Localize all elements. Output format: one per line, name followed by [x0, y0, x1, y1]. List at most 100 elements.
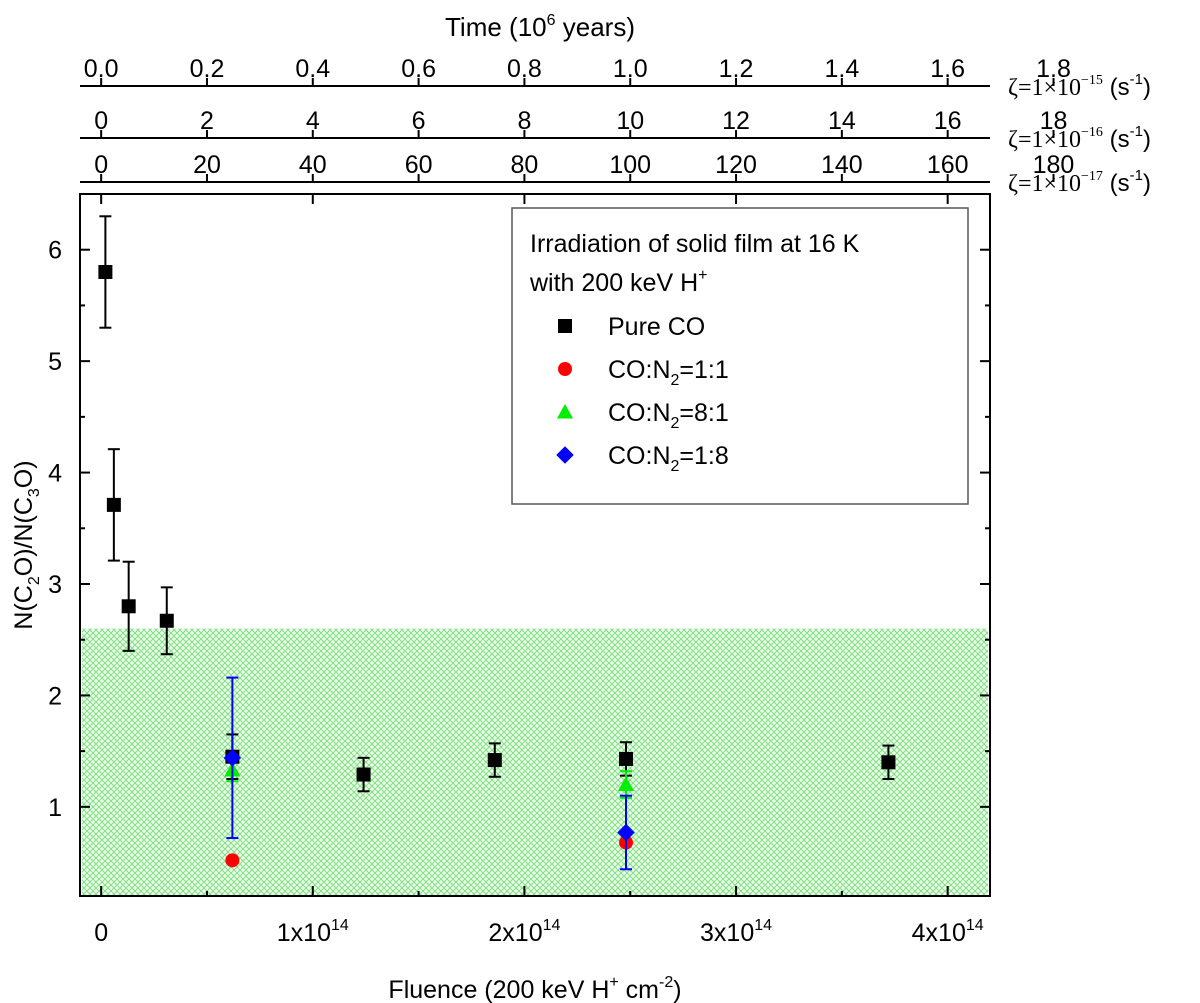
legend-entry-pre: CO:N [608, 442, 671, 470]
time-axis-title-text: Time (10 [445, 12, 547, 42]
x-tick-mantissa: 4x10 [912, 919, 966, 947]
top-axes-layer: Time (106 years)0.0 0.2 0.4 0.6 0.8 1.0 1.2 1.4… [80, 12, 1151, 197]
legend-marker [558, 319, 572, 333]
x-tick-exponent: 14 [331, 917, 349, 934]
legend-title-line2: with 200 keV H+ [529, 267, 707, 297]
zeta-label-exp: −15 [1081, 73, 1103, 88]
time-axis-tick-label: 180 [1033, 151, 1075, 179]
zeta-label-space [1103, 170, 1110, 197]
legend-marker [556, 403, 574, 419]
data-point [356, 767, 371, 782]
legend-entry-pre: Pure CO [608, 313, 705, 341]
zeta-label-unit: (s [1110, 170, 1130, 197]
time-axis-tick-label: 0 [94, 151, 108, 179]
x-tick-mantissa: 0 [94, 919, 108, 947]
time-axis-tick-label: 1.6 [930, 55, 965, 83]
time-axis-tick-label: 100 [609, 151, 651, 179]
data-layer [98, 215, 896, 871]
zeta-label-pre: ζ=1×10 [1008, 171, 1081, 197]
x-tick-exponent: 14 [754, 917, 772, 934]
zeta-label-pre: ζ=1×10 [1008, 127, 1081, 153]
time-axis-tick-label: 0.8 [507, 55, 542, 83]
legend-entry-sub: 2 [671, 372, 680, 389]
plot-frame [79, 193, 991, 897]
time-axis-tick-label: 1.2 [719, 55, 754, 83]
zeta-label: ζ=1×10−16 (s-1) [1008, 123, 1151, 153]
legend-marker [556, 446, 574, 464]
legend-entry: CO:N2=8:1 [608, 399, 729, 432]
data-point [159, 613, 174, 628]
x-tick-label: 4x1014 [912, 917, 984, 947]
legend-entry-post: =1:1 [679, 356, 728, 384]
y-tick-label: 1 [48, 794, 62, 822]
shaded-band [82, 628, 988, 896]
time-axis-tick-label: 140 [821, 151, 863, 179]
time-axis-tick-label: 0 [94, 107, 108, 135]
legend-entry: CO:N2=1:8 [608, 442, 729, 475]
zeta-label-unit-sup: -1 [1130, 167, 1143, 184]
zeta-label-unit-sup: -1 [1130, 71, 1143, 88]
data-point [617, 776, 635, 792]
time-axis-tick-label: 0.2 [190, 55, 225, 83]
data-point [98, 265, 113, 279]
data-point [106, 497, 121, 512]
legend-entry-pre: CO:N [608, 356, 671, 384]
zeta-label-unit: (s [1110, 74, 1130, 101]
time-axis-tick-label: 40 [299, 151, 327, 179]
shaded-band-layer [82, 628, 988, 896]
x-axis-label-sup2: -2 [659, 974, 673, 991]
time-axis-tick-label: 80 [511, 151, 539, 179]
data-point [487, 753, 502, 768]
legend-title-line2-text: with 200 keV H [529, 269, 698, 297]
data-point [223, 749, 242, 767]
legend-entry: CO:N2=1:1 [608, 356, 729, 389]
data-point [619, 751, 633, 766]
zeta-label-exp: −16 [1081, 125, 1103, 140]
time-axis-tick-label: 120 [715, 151, 757, 179]
legend-title-line2-sup: + [698, 267, 707, 284]
y-tick-label: 5 [48, 348, 62, 376]
y-axis-label-pre: N(C [10, 585, 38, 629]
time-axis-title-post: years) [556, 12, 635, 42]
time-axis-tick-label: 1.0 [613, 55, 648, 83]
x-tick-mantissa: 1x10 [277, 919, 331, 947]
x-axis-label-sup: + [609, 974, 618, 991]
legend-marker [558, 362, 572, 376]
zeta-label-space [1103, 74, 1110, 101]
zeta-label: ζ=1×10−15 (s-1) [1008, 71, 1151, 101]
zeta-label-unit-close: ) [1143, 170, 1151, 197]
time-axis-tick-label: 20 [193, 151, 221, 179]
y-axis-label-sub2: 3 [26, 488, 43, 497]
time-axis-title: Time (106 years) [445, 12, 635, 42]
series-diamond [223, 676, 635, 871]
zeta-label-space [1103, 126, 1110, 153]
y-axis-label-mid: O)/N(C [10, 497, 38, 576]
time-axis-tick-label: 12 [722, 107, 750, 135]
x-axis-label: Fluence (200 keV H+ cm-2) [388, 974, 681, 1003]
data-point [225, 853, 240, 868]
legend-entry-post: =1:8 [679, 442, 728, 470]
x-tick-label: 0 [94, 919, 108, 947]
time-axis-tick-label: 2 [200, 107, 214, 135]
time-axis-title-sup: 6 [547, 12, 556, 29]
x-tick-label: 3x1014 [700, 917, 772, 947]
legend-entry-pre: CO:N [608, 399, 671, 427]
zeta-label-unit: (s [1110, 126, 1130, 153]
y-axis-label-post: O) [10, 460, 38, 488]
time-axis-tick-label: 0.4 [295, 55, 330, 83]
data-point [617, 823, 635, 842]
time-axis-tick-label: 1.8 [1036, 55, 1071, 83]
time-axis-tick-label: 8 [517, 107, 531, 135]
time-axis-tick-label: 10 [616, 107, 644, 135]
time-axis-tick-label: 4 [306, 107, 320, 135]
time-axis-tick-label: 160 [927, 151, 969, 179]
legend-entry-sub: 2 [671, 458, 680, 475]
time-axis-tick-label: 0.6 [401, 55, 436, 83]
zeta-label-unit-sup: -1 [1130, 123, 1143, 140]
time-axis-tick-label: 60 [405, 151, 433, 179]
time-axis-tick-label: 6 [412, 107, 426, 135]
y-axis-label-sub1: 2 [26, 576, 43, 585]
zeta-label-unit-close: ) [1143, 126, 1151, 153]
